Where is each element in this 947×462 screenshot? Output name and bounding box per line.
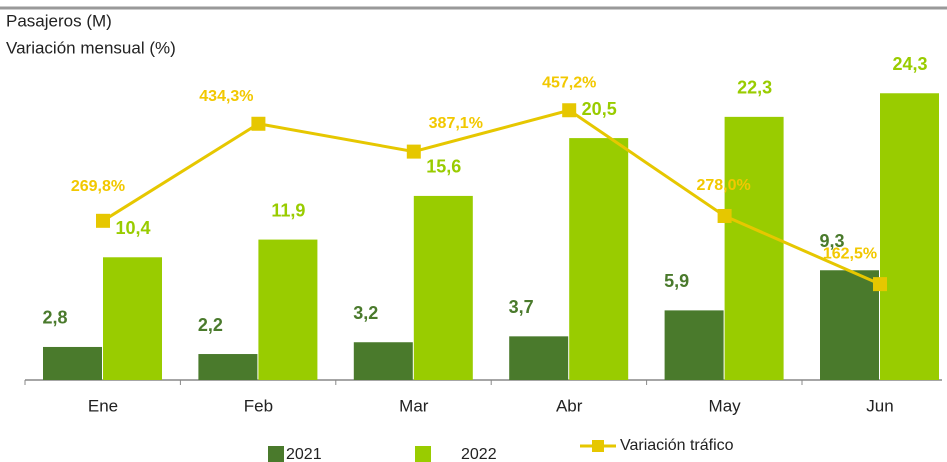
line-marker (562, 103, 577, 118)
legend-swatch (415, 446, 431, 462)
bar (820, 270, 879, 380)
bar (724, 116, 784, 381)
bar (509, 336, 569, 380)
bar-value-label: 2,8 (42, 308, 67, 328)
line-marker (873, 277, 887, 292)
bar (258, 239, 318, 380)
legend-label: 2022 (461, 446, 497, 462)
x-tick-label: Jun (866, 396, 893, 415)
bar-value-label: 2,2 (198, 315, 223, 335)
line-marker (406, 144, 421, 159)
bar-value-label: 11,9 (271, 200, 305, 220)
legend-swatch (592, 440, 604, 452)
bar-value-label: 24,3 (892, 54, 927, 74)
bar (198, 354, 258, 380)
bar-value-label: 3,7 (509, 297, 534, 317)
x-tick-label: Mar (399, 396, 429, 415)
x-tick-label: May (709, 396, 742, 415)
bar-value-label: 9,3 (819, 231, 844, 251)
bar (569, 138, 629, 380)
x-tick-label: Feb (244, 396, 273, 415)
bar-value-label: 15,6 (426, 157, 461, 177)
bar-value-label: 22,3 (737, 78, 772, 98)
line-value-label: 269,8% (71, 178, 125, 195)
legend-swatch (268, 446, 284, 462)
line-value-label: 162,5% (823, 245, 877, 262)
bar (880, 93, 939, 380)
legend-label: 2021 (286, 446, 322, 462)
bar-value-label: 20,5 (582, 99, 617, 119)
legend-label: Variación tráfico (620, 437, 734, 454)
bar-value-label: 10,4 (115, 218, 150, 238)
line-value-label: 434,3% (199, 88, 253, 105)
bar (353, 342, 413, 380)
bar-value-label: 3,2 (353, 303, 378, 323)
line-marker (717, 208, 732, 223)
bar (103, 257, 162, 380)
line-marker (251, 116, 266, 131)
line-value-label: 457,2% (542, 74, 596, 91)
line-value-label: 387,1% (429, 115, 483, 132)
x-tick-label: Abr (556, 396, 583, 415)
bar (413, 195, 473, 380)
x-tick-label: Ene (88, 396, 118, 415)
y-axis-title: Pasajeros (M) (6, 11, 112, 30)
line (102, 108, 881, 286)
bar-value-label: 5,9 (664, 271, 689, 291)
bar (43, 346, 102, 380)
line-value-label: 278,0% (696, 177, 750, 194)
y2-axis-title: Variación mensual (%) (6, 38, 176, 57)
line-marker (96, 213, 110, 228)
bar (664, 310, 724, 380)
